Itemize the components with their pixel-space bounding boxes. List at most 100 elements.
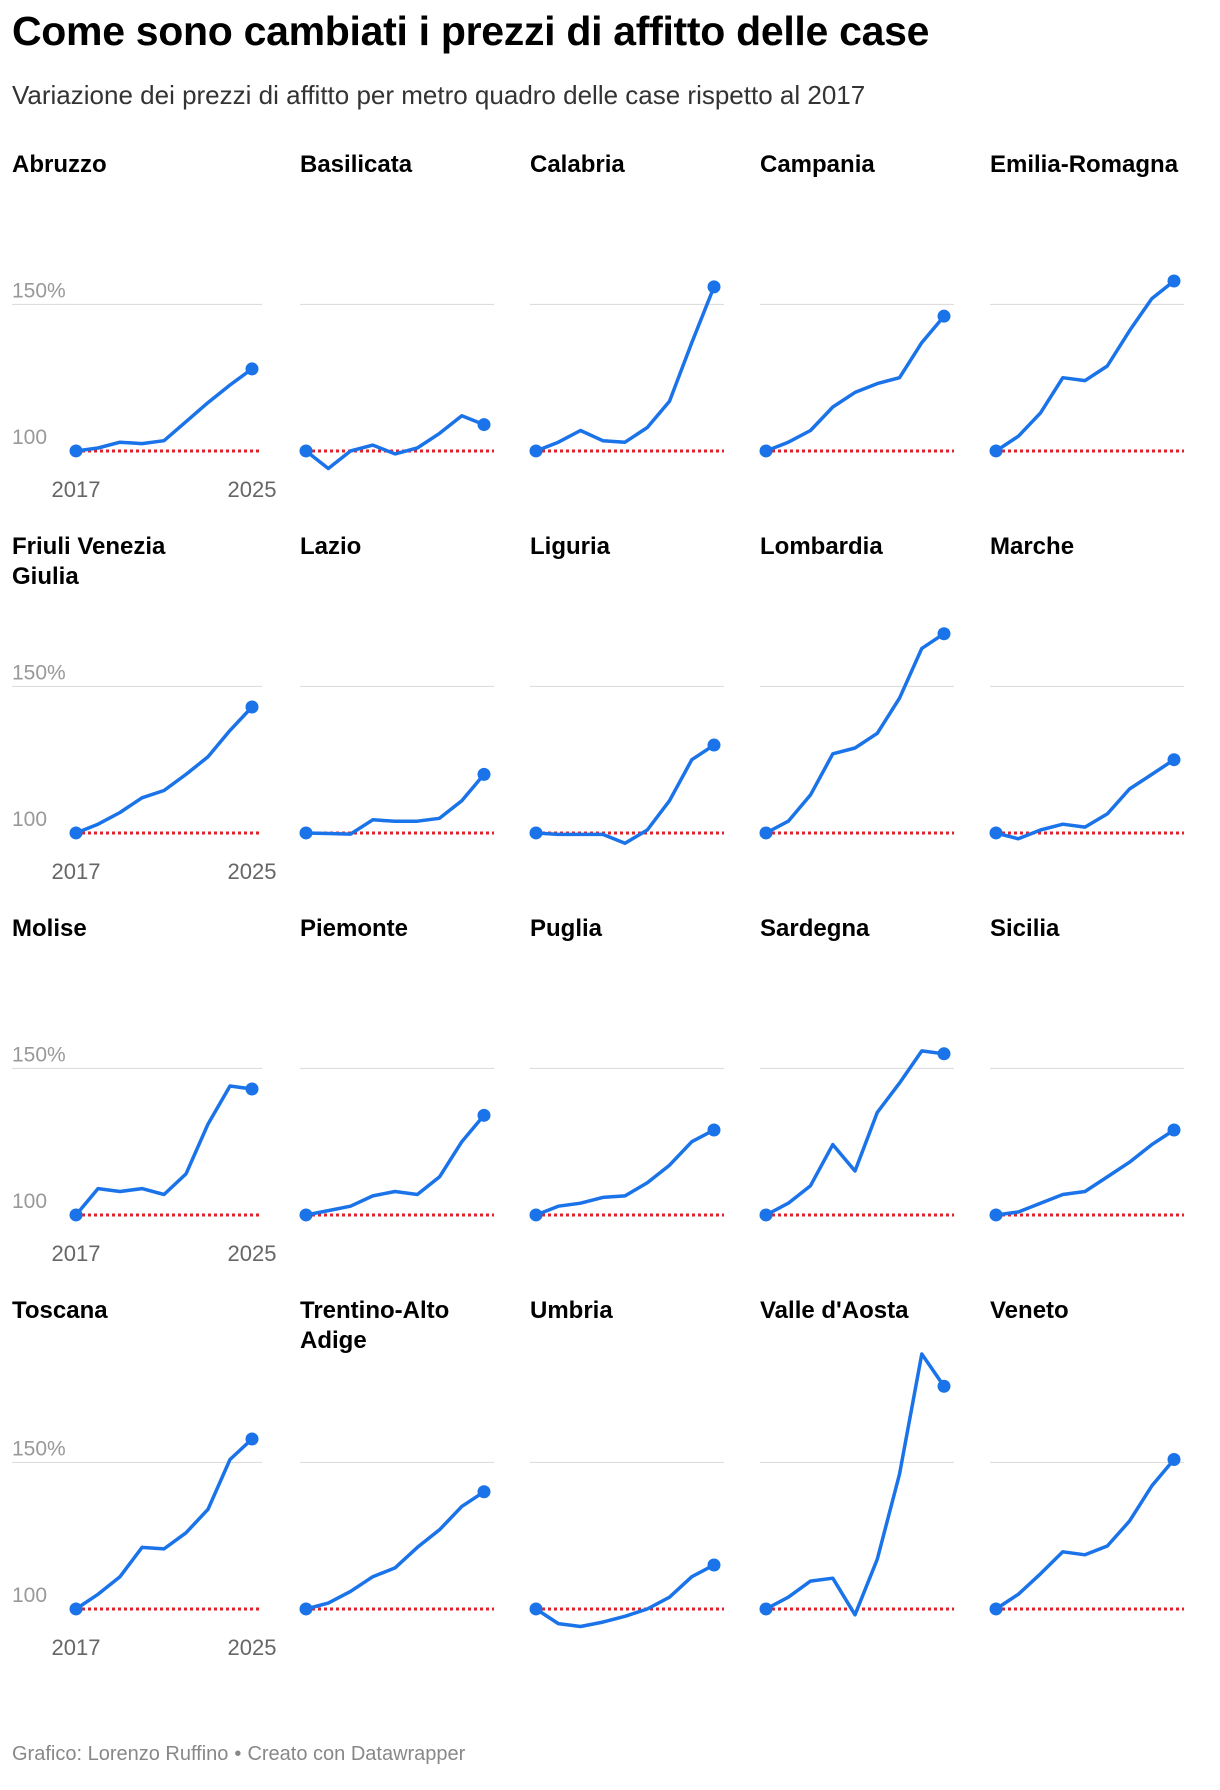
series-line [994,1128,1176,1217]
chart-subtitle: Variazione dei prezzi di affitto per met… [12,80,866,110]
start-point [759,1208,773,1222]
panel-valle-d-aosta: Valle d'Aosta [759,1296,962,1666]
series-line [304,414,486,471]
panel-trentino-alto-adige: Trentino-Alto Adige [299,1296,502,1666]
panel-title: Puglia [530,915,603,942]
panel-title: Sardegna [760,915,870,942]
end-point[interactable] [245,1082,259,1096]
panel-molise: Molise 100 150% 2017 2025 [12,914,276,1284]
y-tick-label: 150% [12,1437,66,1460]
start-point [529,826,543,840]
end-point[interactable] [245,1432,259,1446]
panel-plot: 100 150% 2017 2025 [12,661,276,884]
end-point[interactable] [477,767,491,781]
series-line [534,285,716,453]
panel-plot [529,280,724,458]
x-tick-label: 2025 [228,859,277,884]
end-point[interactable] [707,280,721,294]
series-line [994,279,1176,453]
end-point[interactable] [245,362,259,376]
start-point [989,826,1003,840]
panel-title: Emilia-Romagna [990,151,1179,178]
start-point [299,1208,313,1222]
end-point[interactable] [937,1047,951,1061]
panel-title: Trentino-Alto Adige [300,1297,450,1354]
panel-marche: Marche [989,532,1192,902]
end-point[interactable] [1167,1123,1181,1137]
panel-veneto: Veneto [989,1296,1192,1666]
panel-title: Veneto [990,1297,1069,1324]
start-point [529,444,543,458]
series-line [304,1490,486,1611]
panel-title: Umbria [530,1297,613,1324]
y-tick-label: 100 [12,1190,47,1213]
end-point[interactable] [707,1558,721,1572]
end-point[interactable] [1167,753,1181,767]
panel-plot [989,1453,1184,1616]
y-tick-label: 150% [12,661,66,684]
series-line [74,1084,254,1217]
panel-title: Piemonte [300,915,409,942]
end-point[interactable] [1167,1453,1181,1467]
panel-plot: 100 150% 2017 2025 [12,1432,276,1660]
tool-link[interactable]: Creato con Datawrapper [247,1743,466,1765]
end-point[interactable] [707,738,721,752]
series-line [994,757,1176,841]
series-line [74,367,254,453]
y-tick-label: 100 [12,1584,47,1607]
panel-title: Abruzzo [12,151,107,178]
panel-title: Valle d'Aosta [760,1297,909,1324]
x-tick-label: 2025 [228,1241,277,1266]
series-line [534,743,716,845]
start-point [759,444,773,458]
end-point[interactable] [245,700,259,714]
panel-sicilia: Sicilia [989,914,1192,1284]
start-point [299,826,313,840]
panel-puglia: Puglia [529,914,732,1284]
start-point [69,444,83,458]
series-line [994,1457,1176,1611]
start-point [529,1208,543,1222]
panel-plot [299,303,494,471]
panel-plot: 100 150% 2017 2025 [12,279,276,502]
panel-plot [759,1352,954,1617]
x-tick-label: 2025 [228,477,277,502]
start-point [759,826,773,840]
start-point [69,1602,83,1616]
end-point[interactable] [1167,274,1181,288]
panel-basilicata: Basilicata [299,150,502,520]
panel-title: Toscana [12,1297,108,1324]
series-line [304,1113,486,1217]
panel-plot [299,1461,494,1616]
panel-plot [989,274,1184,458]
start-point [299,1602,313,1616]
x-tick-label: 2017 [52,477,101,502]
series-line [74,705,254,835]
panel-plot [299,685,494,840]
series-line [534,1128,716,1217]
end-point[interactable] [477,1485,491,1499]
end-point[interactable] [707,1123,721,1137]
y-tick-label: 100 [12,426,47,449]
start-point [989,1602,1003,1616]
end-point[interactable] [477,1108,491,1122]
panel-plot [529,1461,724,1629]
panel-title: Liguria [530,533,611,560]
chart-footer: Grafico: Lorenzo Ruffino • Creato con Data… [12,1743,465,1766]
start-point [69,1208,83,1222]
series-line [764,314,946,453]
panel-sardegna: Sardegna [759,914,962,1284]
y-tick-label: 150% [12,279,66,302]
end-point[interactable] [477,418,491,432]
series-line [304,772,486,836]
end-point[interactable] [937,627,951,641]
end-point[interactable] [937,1379,951,1393]
panel-title: Lazio [300,533,362,560]
panel-liguria: Liguria [529,532,732,902]
panel-umbria: Umbria [529,1296,732,1666]
x-tick-label: 2017 [52,859,101,884]
series-line [534,1563,716,1629]
panel-plot [529,685,724,845]
end-point[interactable] [937,309,951,323]
series-line [764,1049,946,1217]
